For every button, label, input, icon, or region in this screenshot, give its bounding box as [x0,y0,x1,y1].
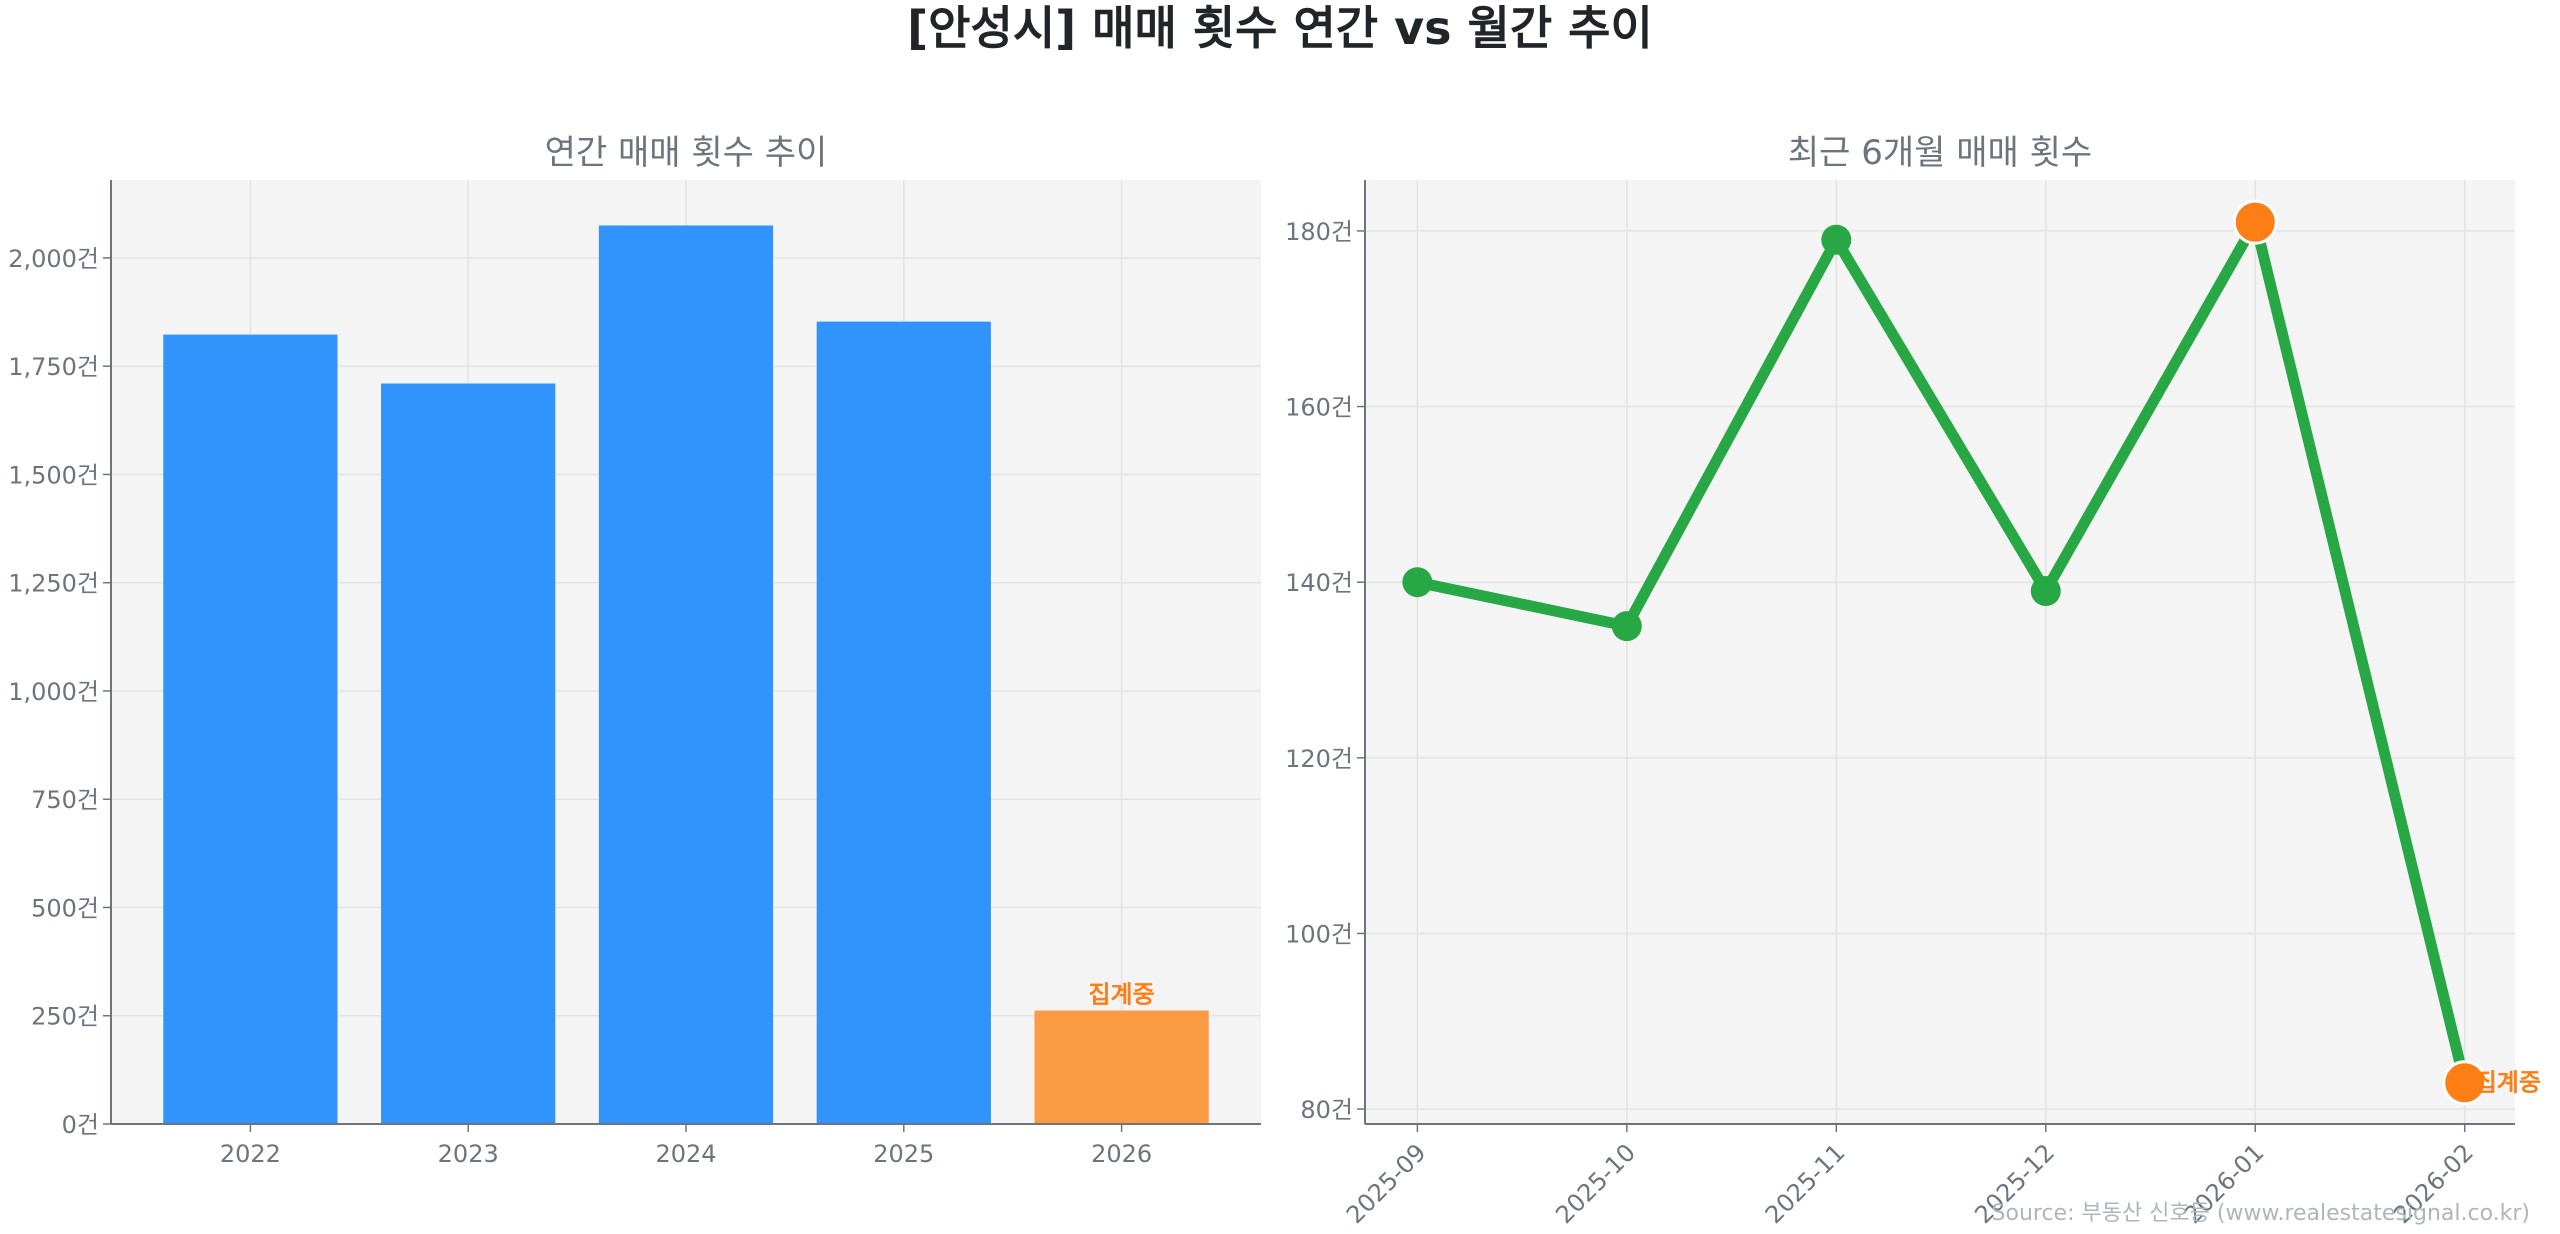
bar-xtick-label: 2025 [873,1140,934,1168]
bar-xtick-label: 2023 [438,1140,499,1168]
bar-ytick-label: 0건 [62,1111,99,1139]
bar-ytick-label: 1,250건 [8,570,99,598]
bar-ytick-label: 250건 [31,1003,99,1031]
line-xtick-label: 2025-11 [1760,1138,1851,1229]
partial-annotation: 집계중 [1088,981,1154,1009]
point-2026-01 [2232,199,2278,245]
series-line [1416,216,2471,1085]
point-2025-10 [1611,611,1642,642]
point-2025-11 [1821,224,1852,255]
line-ytick-label: 100건 [1285,920,1353,948]
point-2025-12 [2030,575,2061,606]
bar-ytick-label: 1,500건 [8,461,99,489]
figure-title: [안성시] 매매 횟수 연간 vs 월간 추이 [907,1,1653,55]
line-title: 최근 6개월 매매 횟수 [1788,133,2092,173]
bar-ytick-label: 1,000건 [8,678,99,706]
line-ytick-label: 80건 [1300,1096,1353,1124]
bar-2025 [816,321,991,1125]
line-ytick-label: 120건 [1285,745,1353,773]
bar-xtick-label: 2022 [220,1140,281,1168]
line-ytick-label: 160건 [1285,394,1353,422]
bar-2022 [163,334,338,1124]
bar-xtick-label: 2026 [1091,1140,1152,1168]
line-ytick-label: 180건 [1285,218,1353,246]
line-xtick-label: 2025-09 [1341,1138,1432,1229]
bar-ytick-label: 2,000건 [8,245,99,273]
partial-annotation: 집계중 [2475,1069,2541,1097]
bar-2023 [381,383,556,1124]
bar-ytick-label: 500건 [31,894,99,922]
annual-bar-chart: 0건 250건 500건 750건 1,000건 1,250건 1,500건 1,750건 2,… [8,133,1261,1168]
bar-title: 연간 매매 횟수 추이 [545,133,828,173]
bar-2026 [1034,1010,1209,1124]
line-ytick-label: 140건 [1285,569,1353,597]
bar-ytick-label: 750건 [31,786,99,814]
bar-ytick-label: 1,750건 [8,353,99,381]
point-2025-09 [1402,567,1433,598]
point-2026-02 [2442,1060,2488,1106]
monthly-line-chart: 80건 100건 120건 140건 160건 180건 최근 6개월 매매 횟수 2025-… [1285,133,2541,1229]
line-xtick-label: 2025-10 [1550,1138,1641,1229]
line-plot-area [1365,180,2515,1124]
bar-2024 [598,225,774,1124]
source-note: Source: 부동산 신호등 (www.realestatesignal.co… [1992,1201,2530,1226]
bar-xtick-label: 2024 [655,1140,716,1168]
